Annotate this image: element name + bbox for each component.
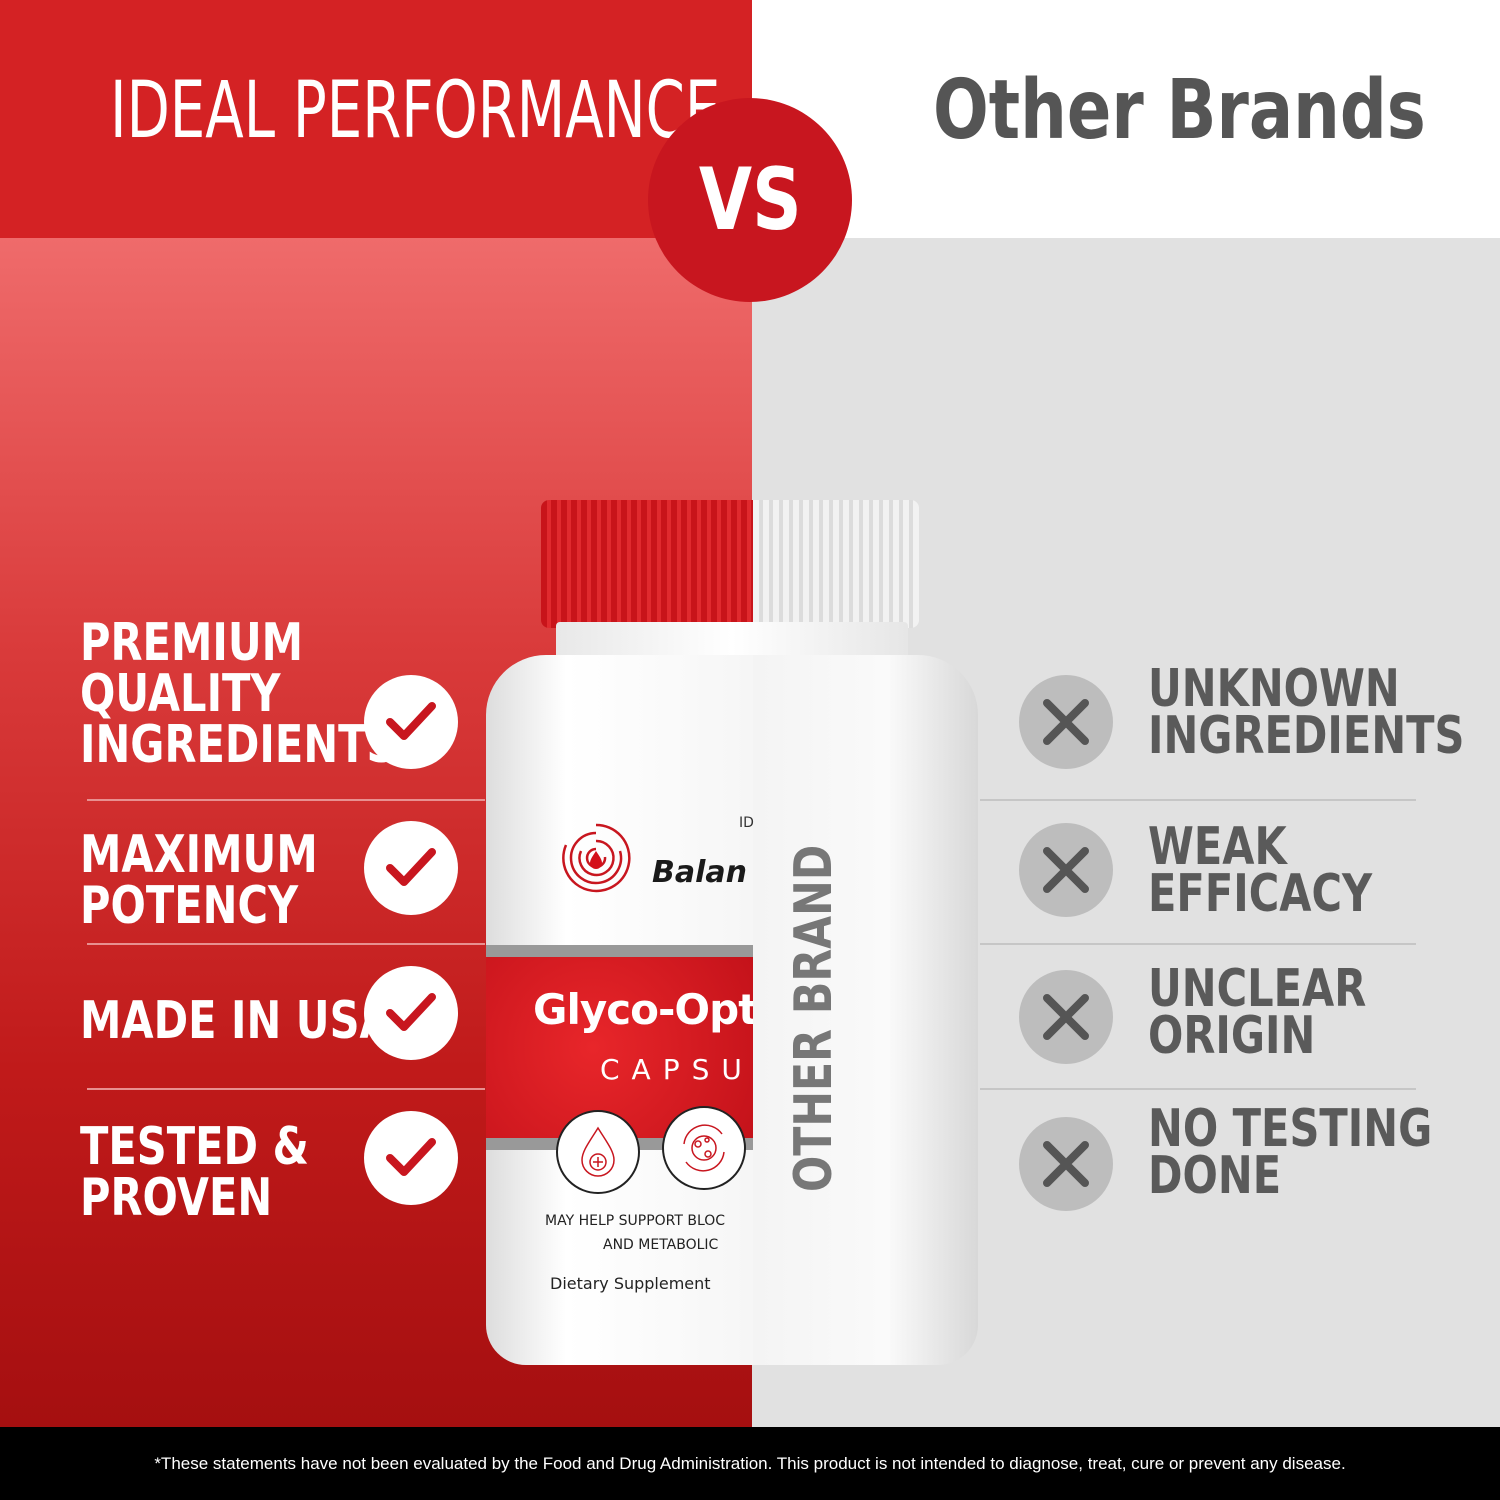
other-title: Other Brands [933, 70, 1500, 152]
divider [980, 943, 1416, 945]
ideal-item-line: PREMIUM [80, 613, 303, 673]
ideal-item-line: MADE IN USA [80, 991, 392, 1051]
divider [87, 799, 485, 801]
x-icon [1019, 970, 1113, 1064]
divider [980, 799, 1416, 801]
divider [87, 943, 485, 945]
ideal-header-panel [0, 0, 752, 238]
x-icon [1019, 675, 1113, 769]
x-icon [1019, 1117, 1113, 1211]
other-item: NO TESTING DONE [1148, 1099, 1500, 1206]
ideal-item-line: PROVEN [80, 1168, 273, 1228]
ideal-item-line: INGREDIENTS [80, 715, 397, 775]
ideal-item: MAXIMUM POTENCY [80, 825, 377, 936]
vs-text: VS [698, 150, 802, 250]
x-icon [1019, 823, 1113, 917]
product-name: Glyco-Opt [533, 985, 753, 1034]
other-item: UNKNOWN INGREDIENTS [1148, 659, 1500, 766]
brand-logo-swirl-icon [555, 817, 637, 903]
ideal-title: IDEAL PERFORMANCE [110, 72, 958, 150]
other-item-line: UNCLEAR [1148, 959, 1367, 1019]
check-icon [364, 966, 458, 1060]
ideal-item-line: TESTED & [80, 1117, 309, 1177]
blood-drop-icon [556, 1110, 640, 1194]
brand-name: Balan [652, 855, 747, 890]
product-subtitle: CAPSU [600, 1053, 753, 1086]
ideal-item: TESTED & PROVEN [80, 1117, 366, 1228]
bottle-claim-line2: AND METABOLIC [603, 1237, 719, 1253]
vs-badge: VS [648, 98, 852, 302]
ideal-item: MADE IN USA [80, 991, 470, 1051]
other-item-line: UNKNOWN [1148, 659, 1400, 719]
check-icon [364, 821, 458, 915]
other-item-line: WEAK [1148, 817, 1287, 877]
ideal-item: PREMIUM QUALITY INGREDIENTS [80, 613, 476, 775]
fda-disclaimer: *These statements have not been evaluate… [0, 1427, 1500, 1500]
ideal-item-line: QUALITY [80, 664, 281, 724]
bottle-type: Dietary Supplement [550, 1274, 711, 1293]
other-item-line: EFFICACY [1148, 864, 1373, 924]
bottle-cap-white [753, 500, 919, 628]
divider [980, 1088, 1416, 1090]
other-item-line: DONE [1148, 1146, 1282, 1206]
ideal-title-text: IDEAL PERFORMANCE [110, 66, 721, 156]
other-title-text: Other Brands [933, 63, 1426, 158]
check-icon [364, 1111, 458, 1205]
other-brand-text: OTHER BRAND [784, 844, 844, 1192]
other-item: UNCLEAR ORIGIN [1148, 959, 1421, 1066]
other-item-line: ORIGIN [1148, 1006, 1316, 1066]
other-header-panel [752, 0, 1500, 238]
ideal-item-line: POTENCY [80, 876, 299, 936]
other-item-line: NO TESTING [1148, 1099, 1433, 1159]
ideal-item-line: MAXIMUM [80, 825, 318, 885]
bottle-claim-line1: MAY HELP SUPPORT BLOC [545, 1213, 726, 1229]
brand-id-text: ID [739, 815, 754, 831]
other-item-line: INGREDIENTS [1148, 706, 1465, 766]
divider [87, 1088, 485, 1090]
bottle-body-other [753, 655, 978, 1365]
other-item: WEAK EFFICACY [1148, 817, 1428, 924]
bottle-cap-red [541, 500, 753, 628]
other-brand-bottle-label: OTHER BRAND [784, 769, 844, 1192]
metabolism-cycle-icon [662, 1106, 753, 1198]
check-icon [364, 675, 458, 769]
